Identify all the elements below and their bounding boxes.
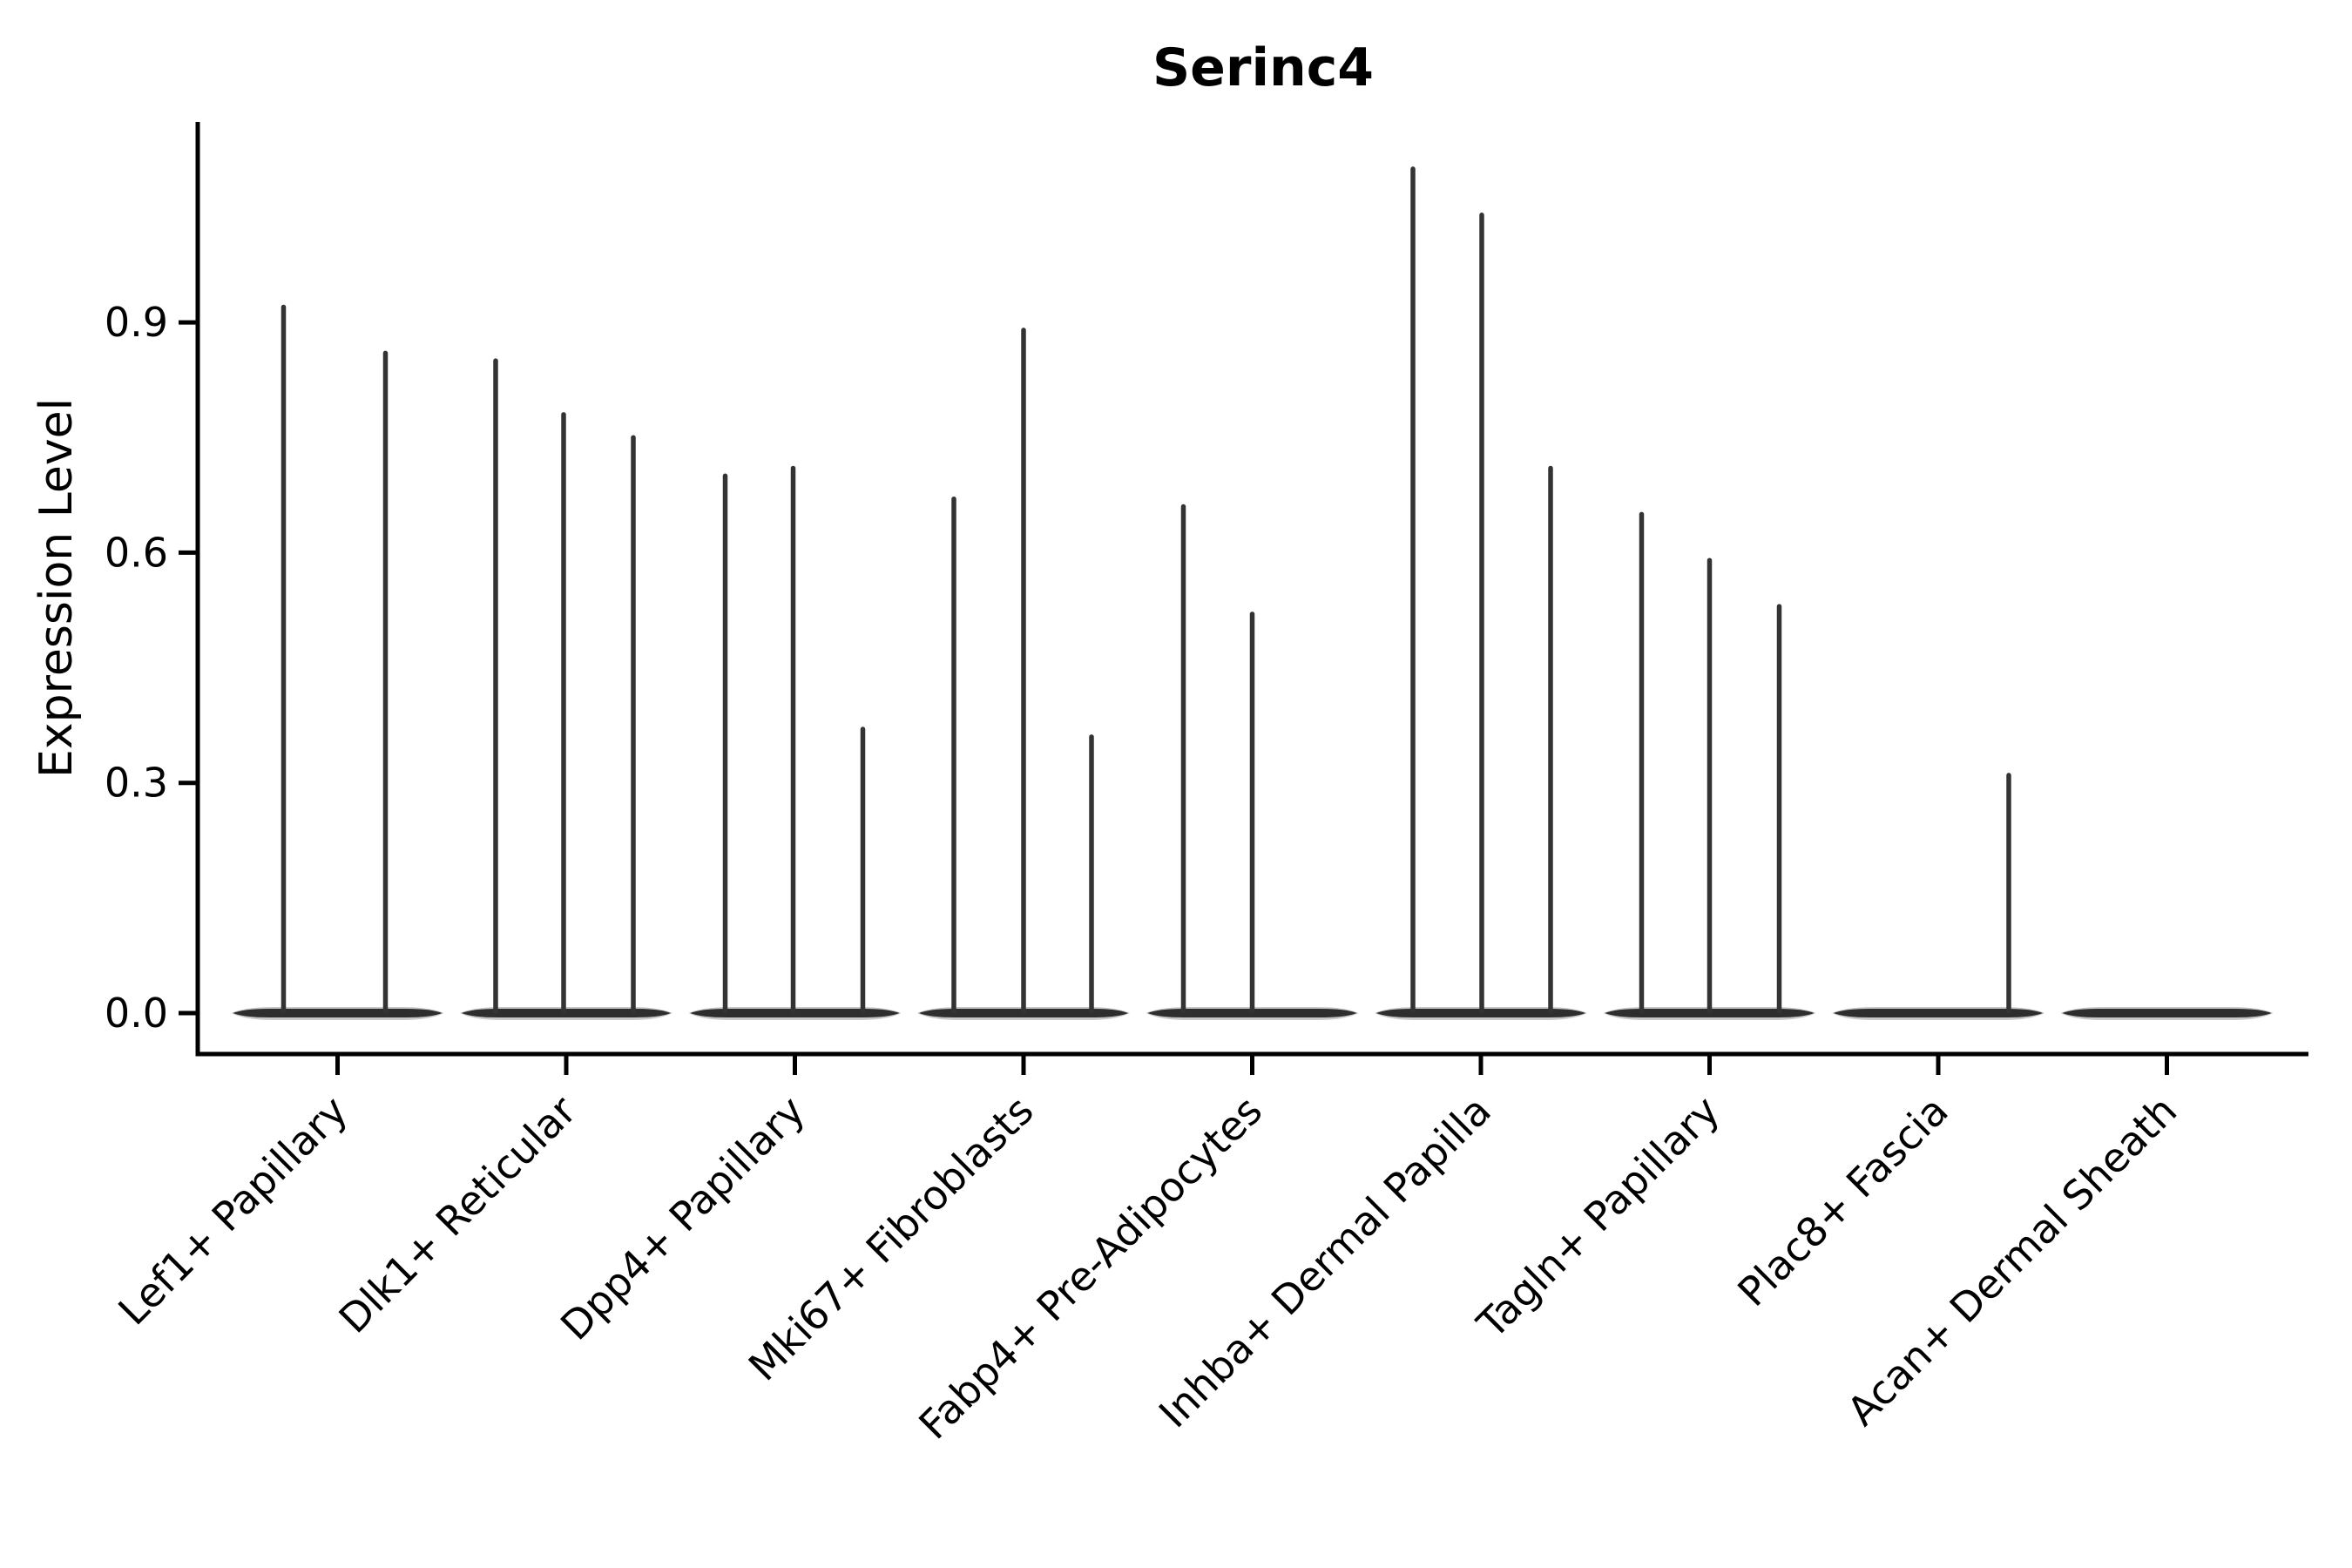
violin-baseline (1834, 1009, 2043, 1017)
violin-baseline (462, 1009, 671, 1017)
violin-baseline (233, 1009, 443, 1017)
violin-baseline (690, 1009, 900, 1017)
violin-baseline (2062, 1009, 2272, 1017)
x-category-label: Tagln+ Papillary (1468, 1087, 1729, 1348)
x-category-label: Dpp4+ Papillary (551, 1087, 814, 1349)
y-axis-title: Expression Level (30, 398, 83, 778)
x-category-label: Lef1+ Papillary (109, 1087, 356, 1335)
y-tick-label: 0.3 (105, 760, 168, 807)
x-category-label: Plac8+ Fascia (1728, 1087, 1957, 1315)
x-category-label: Dlk1+ Reticular (330, 1087, 585, 1342)
chart-title: Serinc4 (1152, 37, 1374, 98)
y-tick-label: 0.6 (105, 529, 168, 576)
y-tick-label: 0.9 (105, 299, 168, 346)
y-tick-label: 0.0 (105, 990, 168, 1037)
